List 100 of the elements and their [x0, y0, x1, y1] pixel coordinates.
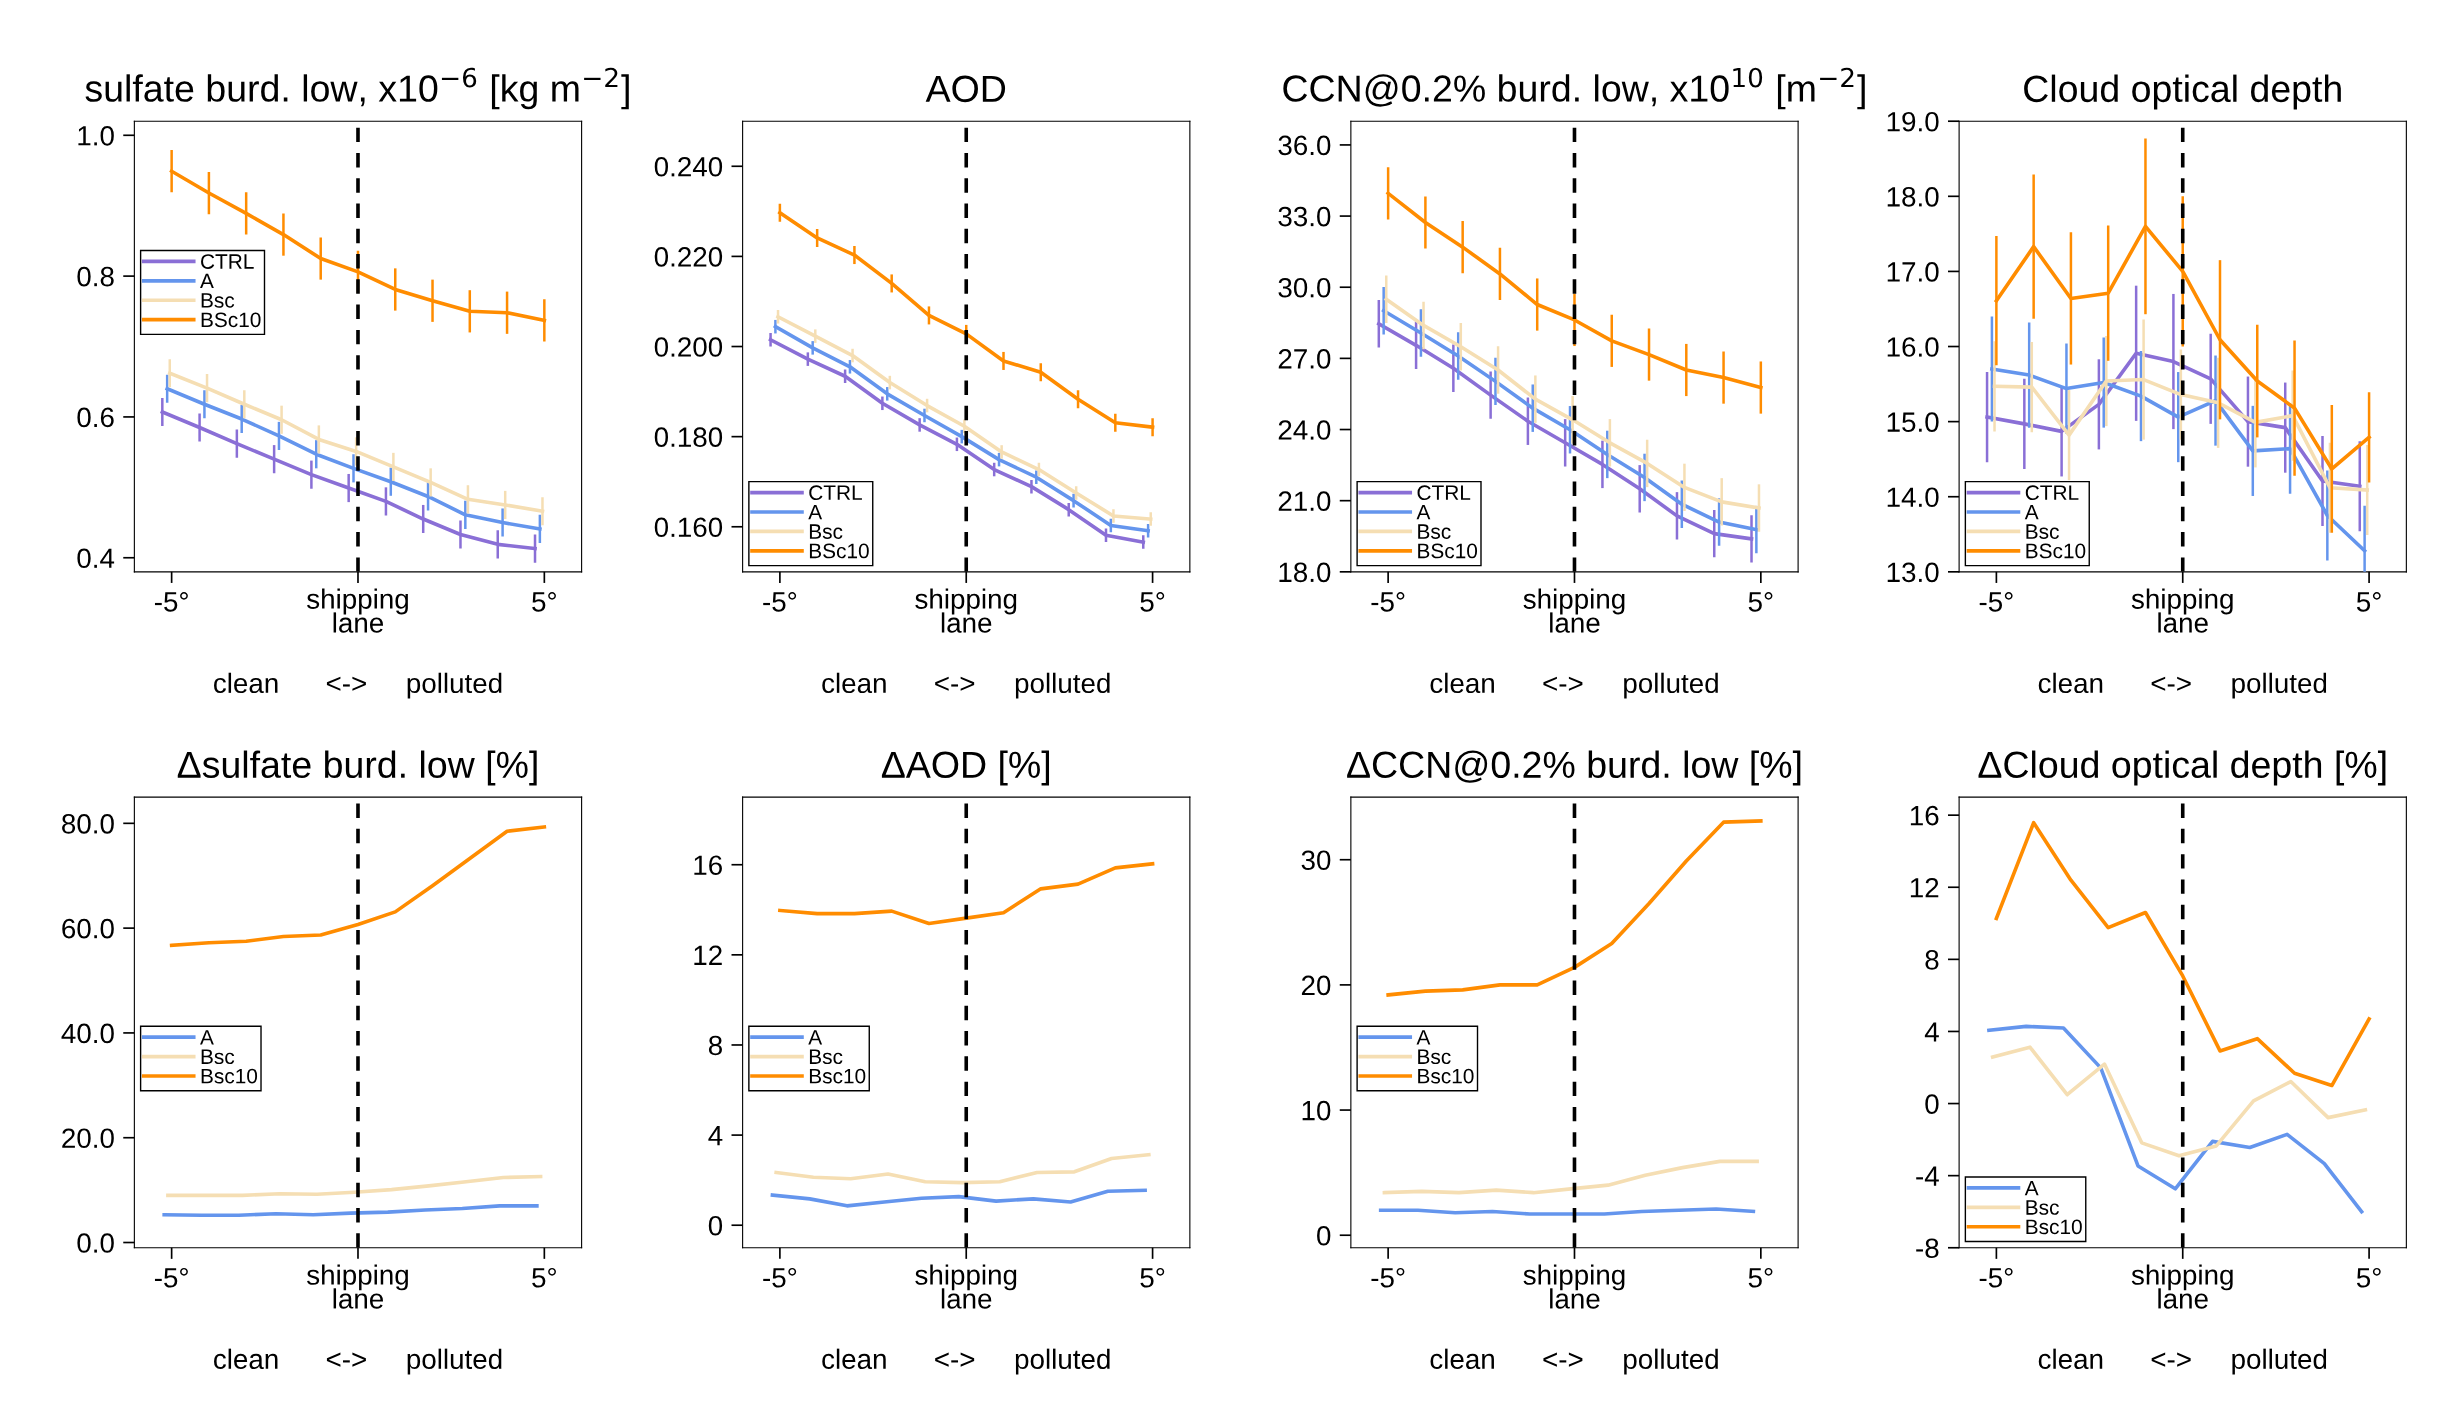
legend-label: A [1416, 1030, 1431, 1045]
x-tick-label: 5° [1140, 1267, 1165, 1288]
legend-label: CTRL [809, 485, 862, 501]
x-axis-title: clean <-> polluted [214, 672, 502, 699]
legend-label: Bsc [2026, 524, 2059, 539]
y-tick-label: 80.0 [62, 814, 114, 834]
y-tick-label: 4 [1924, 1022, 1939, 1042]
x-tick-label: -5° [154, 592, 188, 612]
legend-label: CTRL [201, 254, 254, 269]
x-tick-label: -5° [763, 592, 797, 612]
legend-label: BSc10 [809, 543, 869, 559]
y-tick-label: 0.0 [77, 1233, 114, 1253]
legend-label: Bsc [201, 293, 235, 308]
chart-title: ΔCloud optical depth [%] [1978, 750, 2386, 786]
x-axis-title: clean <-> polluted [2038, 1348, 2327, 1375]
y-tick-label: 12 [694, 945, 722, 965]
y-tick-label: 17.0 [1887, 262, 1939, 282]
y-tick-label: 21.0 [1278, 491, 1331, 512]
y-tick-label: 8 [708, 1035, 722, 1056]
text: shipping lane [1523, 1264, 1625, 1309]
text: shipping lane [915, 588, 1017, 633]
legend-label: Bsc10 [2026, 1219, 2082, 1235]
y-tick-label: 0.200 [654, 337, 723, 357]
y-tick-label: 13.0 [1887, 562, 1939, 583]
legend-label: A [200, 273, 214, 289]
x-axis-title: clean <-> polluted [214, 1348, 502, 1375]
chart-title: ΔAOD [%] [881, 750, 1050, 786]
y-tick-label: 36.0 [1278, 135, 1331, 156]
y-tick-label: 16 [1910, 805, 1939, 826]
text: shipping lane [2131, 588, 2233, 633]
legend-label: Bsc [201, 1049, 235, 1065]
y-tick-label: 40.0 [61, 1023, 114, 1044]
x-tick-label: 5° [1748, 1267, 1773, 1288]
x-tick-label: -5° [763, 1267, 797, 1288]
legend-label: BSc10 [1418, 543, 1478, 559]
chart-title: CCN@0.2% burd. low, x10$^{10}$ [m$^{−2}$] [1283, 67, 1865, 110]
y-tick-label: 0.6 [77, 407, 114, 428]
x-tick-label: 5° [1140, 592, 1165, 612]
chart-title: ΔCCN@0.2% burd. low [%] [1347, 750, 1801, 786]
legend-label: Bsc10 [809, 1068, 866, 1084]
text: shipping lane [307, 1264, 408, 1309]
legend-label: Bsc [1418, 1049, 1451, 1065]
y-tick-label: 18.0 [1279, 562, 1331, 583]
legend-label: Bsc [1418, 524, 1451, 539]
x-tick-label: 5° [2356, 592, 2381, 612]
y-tick-label: 4 [708, 1126, 723, 1146]
legend-label: Bsc [2026, 1200, 2059, 1215]
y-tick-label: 1.0 [78, 125, 114, 146]
y-tick-label: -4 [1916, 1166, 1939, 1186]
legend-label: CTRL [1417, 485, 1471, 501]
legend-label: Bsc [809, 524, 843, 539]
x-tick-label: -5° [1371, 1267, 1405, 1288]
x-tick-label: -5° [1979, 1267, 2013, 1288]
text: shipping lane [915, 1264, 1017, 1309]
y-tick-label: 0 [1317, 1225, 1331, 1246]
y-tick-label: 30.0 [1278, 277, 1331, 298]
legend-label: Bsc10 [1418, 1068, 1474, 1084]
x-tick-label: 5° [532, 1267, 556, 1288]
y-tick-label: 0.160 [654, 517, 723, 538]
legend-label: BSc10 [201, 312, 261, 328]
legend-label: A [808, 504, 823, 520]
y-tick-label: 15.0 [1887, 412, 1939, 432]
legend-label: BSc10 [2026, 543, 2086, 559]
text: shipping lane [307, 588, 408, 633]
y-tick-label: 16.0 [1887, 337, 1939, 357]
y-tick-label: 33.0 [1278, 206, 1331, 227]
x-axis-title: clean <-> polluted [822, 672, 1110, 699]
x-tick-label: 5° [1748, 592, 1773, 612]
y-tick-label: 16 [694, 855, 722, 876]
x-tick-label: 5° [2356, 1267, 2381, 1288]
y-tick-label: 0 [708, 1215, 723, 1236]
y-tick-label: 20 [1301, 975, 1331, 996]
legend-label: Bsc10 [201, 1068, 258, 1084]
y-tick-label: 0.4 [77, 548, 115, 569]
legend-label: A [1416, 504, 1431, 520]
x-axis-title: clean <-> polluted [822, 1348, 1110, 1375]
legend-label: Bsc [809, 1049, 843, 1065]
y-tick-label: 10 [1302, 1100, 1331, 1121]
y-tick-label: 20.0 [62, 1128, 114, 1149]
y-tick-label: 30 [1301, 850, 1331, 871]
legend-label: A [808, 1030, 823, 1045]
y-tick-label: 0.240 [654, 156, 723, 177]
text: shipping lane [2131, 1264, 2233, 1309]
y-tick-label: 27.0 [1278, 349, 1331, 369]
y-tick-label: 14.0 [1887, 487, 1939, 508]
x-axis-title: clean <-> polluted [2038, 672, 2327, 699]
legend-label: A [2024, 504, 2039, 520]
y-tick-label: 60.0 [62, 918, 114, 939]
x-tick-label: -5° [1979, 592, 2013, 612]
y-tick-label: 19.0 [1887, 111, 1939, 132]
x-tick-label: -5° [154, 1267, 188, 1288]
legend-label: A [200, 1030, 214, 1045]
chart-title: Δsulfate burd. low [%] [177, 750, 537, 786]
y-tick-label: 0.8 [77, 266, 114, 287]
y-tick-label: 18.0 [1887, 186, 1939, 207]
y-tick-label: 0.180 [654, 427, 723, 447]
legend-label: CTRL [2025, 485, 2079, 501]
text: shipping lane [1523, 588, 1625, 633]
x-axis-title: clean <-> polluted [1430, 672, 1718, 699]
chart-title: sulfate burd. low, x10$^{−6}$ [kg m$^{−2}$] [85, 67, 629, 110]
